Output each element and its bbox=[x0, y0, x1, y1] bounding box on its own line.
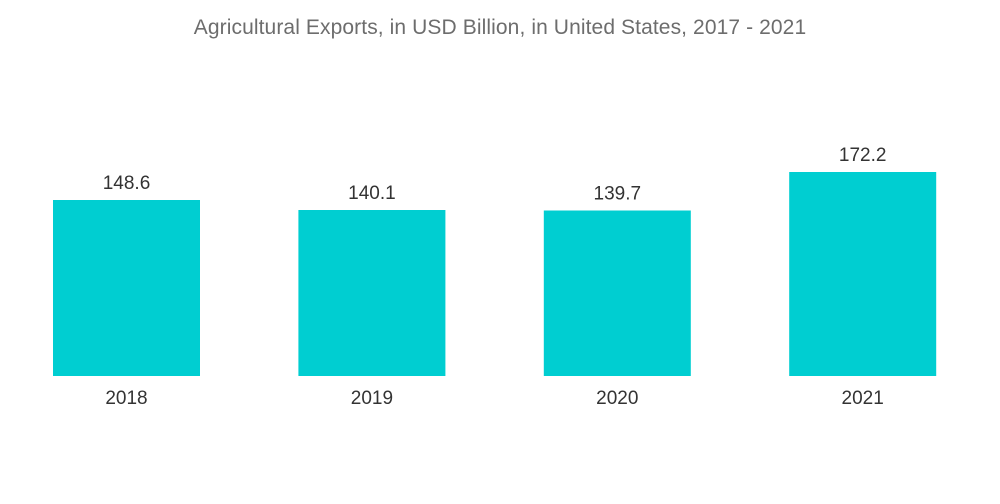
data-label-2019: 140.1 bbox=[348, 183, 396, 204]
data-label-2020: 139.7 bbox=[594, 184, 642, 205]
bar-2019 bbox=[298, 210, 446, 376]
bar-2021 bbox=[789, 172, 937, 376]
x-tick-label-2021: 2021 bbox=[842, 388, 884, 409]
x-tick-label-2018: 2018 bbox=[105, 388, 147, 409]
x-tick-label-2019: 2019 bbox=[351, 388, 393, 409]
data-label-2021: 172.2 bbox=[839, 145, 887, 166]
bar-2018 bbox=[53, 200, 200, 376]
x-tick-label-2020: 2020 bbox=[596, 388, 638, 409]
chart-title: Agricultural Exports, in USD Billion, in… bbox=[193, 16, 807, 39]
bar-2020 bbox=[543, 210, 691, 376]
data-label-2018: 148.6 bbox=[103, 173, 151, 194]
